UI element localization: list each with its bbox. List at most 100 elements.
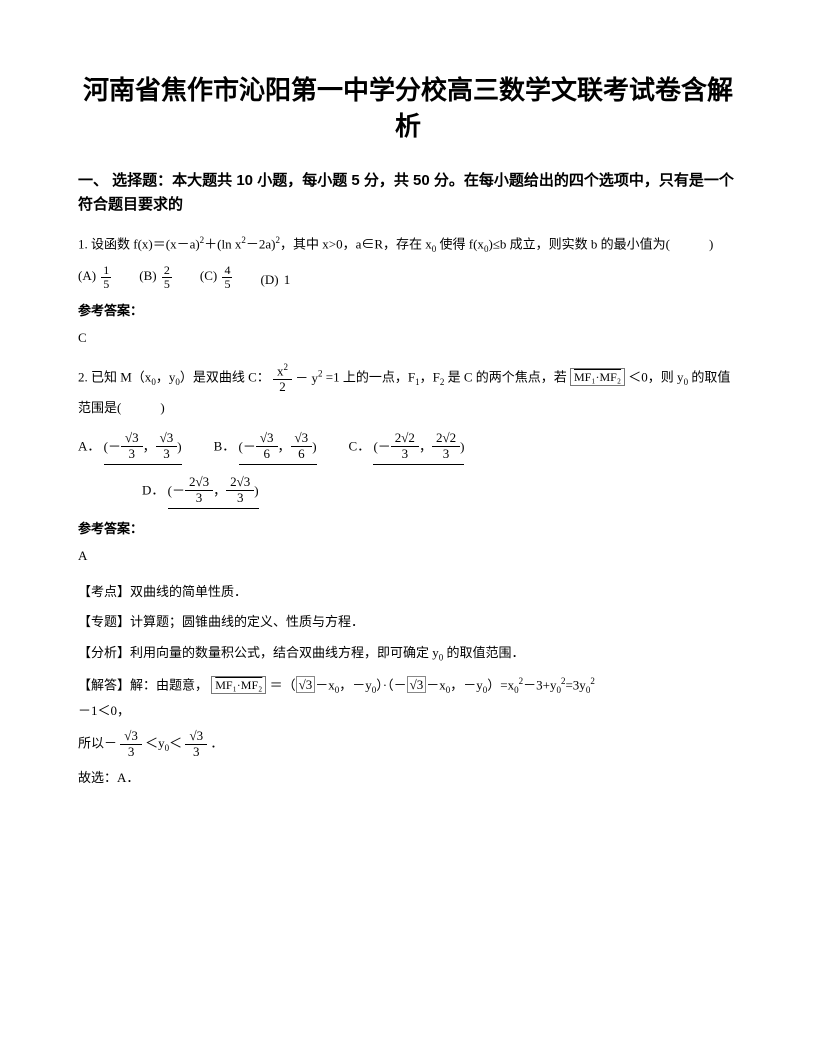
option-a: A． (－√33，√33) [78, 431, 182, 465]
numerator: 2 [162, 264, 172, 278]
denominator: 2 [275, 380, 290, 395]
den: 3 [233, 491, 248, 506]
q1-text: 1. 设函数 f(x)＝(x－a) [78, 236, 200, 251]
interval: (－√33，√33) [104, 431, 182, 465]
so-line: 所以－ √33 ＜y0＜ √33 ． [78, 729, 738, 760]
opt-label: D． [142, 483, 164, 498]
den: 3 [125, 447, 140, 462]
denominator: 5 [162, 278, 172, 291]
tag-topic: 【专题】计算题；圆锥曲线的定义、性质与方程． [78, 610, 738, 635]
q1-text: ＋(ln x [204, 236, 241, 251]
opt-label: A． [78, 439, 100, 454]
opt-label: (B) [139, 268, 156, 283]
denominator: 5 [101, 278, 111, 291]
tag-point: 【考点】双曲线的简单性质． [78, 580, 738, 605]
q2-text: ，y [156, 369, 176, 384]
solution-line: 【解答】解：由题意， MF₁·MF₂ ＝（√3－x0，－y0）·（－√3－x0，… [78, 673, 738, 724]
txt: ）·（－ [376, 677, 406, 692]
opt-label: C． [349, 439, 371, 454]
fraction: 2 5 [162, 264, 172, 291]
txt: 【解答】解：由题意， [78, 677, 208, 692]
txt: =3y [565, 677, 585, 692]
q2-options-row1: A． (－√33，√33) B． (－√36，√36) C． (－2√23，2√… [78, 431, 738, 465]
answer-label: 参考答案： [78, 517, 738, 540]
numerator: x2 [273, 362, 292, 380]
numerator: 4 [222, 264, 232, 278]
tag-analysis: 【分析】利用向量的数量积公式，结合双曲线方程，即可确定 y0 的取值范围． [78, 641, 738, 667]
den: 3 [439, 447, 454, 462]
numerator: √3 [120, 729, 142, 745]
sqrt: √3 [260, 430, 274, 445]
option-d: (D) 1 [260, 268, 290, 291]
txt: 【分析】利用向量的数量积公式，结合双曲线方程，即可确定 y [78, 645, 439, 660]
fraction: 4 5 [222, 264, 232, 291]
q1-text: 使得 f(x [436, 236, 484, 251]
exp: 2 [318, 368, 323, 378]
vec-text: MF₁·MF₂ [574, 370, 621, 384]
q2-options-row2: D． (－2√33，2√33) [142, 475, 738, 509]
den: 3 [398, 447, 413, 462]
q2-text: 2. 已知 M（x [78, 369, 151, 384]
sub: 0 [556, 685, 561, 695]
sqrt: √3 [125, 430, 139, 445]
vector-product: MF₁·MF₂ [570, 368, 625, 386]
txt: ＜ [169, 736, 182, 751]
den: 6 [294, 447, 309, 462]
answer-label: 参考答案： [78, 299, 738, 322]
q1-options: (A) 1 5 (B) 2 5 (C) 4 5 (D) 1 [78, 264, 738, 291]
option-a: (A) 1 5 [78, 264, 111, 291]
sqrt: √3 [160, 430, 174, 445]
den: 3 [159, 447, 174, 462]
q2-text: － y [295, 370, 318, 385]
den: 3 [192, 491, 207, 506]
q2-text: =1 上的一点，F [326, 369, 415, 384]
txt: －1＜0， [78, 703, 130, 718]
interval: (－2√23，2√23) [373, 431, 464, 465]
txt: －x [315, 677, 335, 692]
opt-label: B． [214, 439, 236, 454]
opt-label: (A) [78, 268, 96, 283]
interval: (－√36，√36) [239, 431, 317, 465]
q2-text: ）是双曲线 C： [180, 369, 270, 384]
denominator: 3 [124, 745, 139, 760]
q2-text: ＜0，则 y [628, 369, 683, 384]
pick-line: 故选：A． [78, 766, 738, 791]
sqrt-box: √3 [296, 676, 316, 693]
q2-text: ，F [420, 369, 440, 384]
exp: 2 [590, 676, 595, 686]
q1-text: )≤b 成立，则实数 b 的最小值为( ) [488, 236, 713, 251]
opt-value: 1 [284, 272, 291, 287]
section-heading: 一、 选择题：本大题共 10 小题，每小题 5 分，共 50 分。在每小题给出的… [78, 169, 738, 217]
txt: 的取值范围． [443, 645, 524, 660]
answer-value: A [78, 544, 738, 567]
option-c: C． (－2√23，2√23) [349, 431, 465, 465]
question-2: 2. 已知 M（x0，y0）是双曲线 C： x2 2 － y2 =1 上的一点，… [78, 362, 738, 421]
q2-analysis: 【考点】双曲线的简单性质． 【专题】计算题；圆锥曲线的定义、性质与方程． 【分析… [78, 580, 738, 791]
txt: －x [426, 677, 446, 692]
numerator: √3 [185, 729, 207, 745]
numerator: 1 [101, 264, 111, 278]
txt: ，－y [450, 677, 483, 692]
answer-value: C [78, 326, 738, 349]
vec-text: MF₁·MF₂ [215, 678, 262, 692]
den: 6 [259, 447, 274, 462]
option-b: (B) 2 5 [139, 264, 172, 291]
txt: ． [210, 736, 223, 751]
txt: 所以－ [78, 736, 117, 751]
sub: 0 [514, 685, 519, 695]
denominator: 3 [189, 745, 204, 760]
opt-label: (D) [260, 272, 278, 287]
q2-text: 是 C 的两个焦点，若 [444, 369, 566, 384]
option-b: B． (－√36，√36) [214, 431, 317, 465]
fraction: √33 [120, 729, 142, 760]
denominator: 5 [222, 278, 232, 291]
sqrt: 2√3 [230, 474, 250, 489]
fraction: √33 [185, 729, 207, 760]
option-d: D． (－2√33，2√33) [142, 475, 259, 509]
sqrt: 2√2 [436, 430, 456, 445]
sub: 0 [586, 685, 591, 695]
exp: 2 [284, 362, 289, 372]
sqrt: 2√2 [395, 430, 415, 445]
txt: －3+y [523, 677, 556, 692]
sqrt: √3 [295, 430, 309, 445]
